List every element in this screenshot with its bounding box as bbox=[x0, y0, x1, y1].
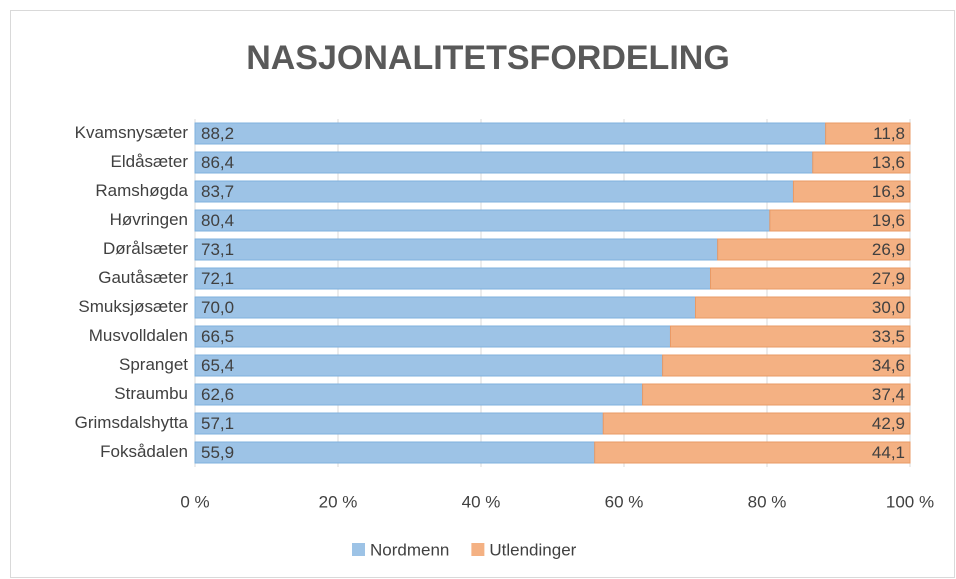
data-label: 80,4 bbox=[201, 211, 234, 230]
bar-segment bbox=[695, 296, 911, 319]
y-tick-label: Eldåsæter bbox=[111, 152, 189, 171]
data-label: 72,1 bbox=[201, 269, 234, 288]
legend-swatch bbox=[352, 543, 365, 556]
chart-title: NASJONALITETSFORDELING bbox=[246, 39, 730, 77]
bar-segment bbox=[825, 122, 911, 145]
data-label: 62,6 bbox=[201, 385, 234, 404]
bar-segment bbox=[669, 325, 911, 348]
chart-frame bbox=[10, 10, 955, 578]
y-tick-label: Dørålsæter bbox=[103, 239, 188, 258]
data-label: 73,1 bbox=[201, 240, 234, 259]
x-tick-label: 0 % bbox=[180, 492, 209, 511]
bar-segment bbox=[194, 180, 794, 203]
bar-segment bbox=[194, 267, 712, 290]
bar-segment bbox=[642, 383, 911, 406]
y-tick-label: Høvringen bbox=[110, 210, 188, 229]
bar-segment bbox=[792, 180, 911, 203]
y-tick-label: Musvolldalen bbox=[89, 326, 188, 345]
x-tick-label: 100 % bbox=[886, 492, 934, 511]
data-label: 30,0 bbox=[872, 298, 905, 317]
data-label: 65,4 bbox=[201, 356, 234, 375]
bar-segment bbox=[194, 383, 644, 406]
data-label: 19,6 bbox=[872, 211, 905, 230]
data-label: 13,6 bbox=[872, 153, 905, 172]
bar-segment bbox=[710, 267, 911, 290]
data-label: 16,3 bbox=[872, 182, 905, 201]
y-tick-label: Kvamsnysæter bbox=[75, 123, 189, 142]
bar-segment bbox=[194, 325, 671, 348]
data-label: 83,7 bbox=[201, 182, 234, 201]
data-label: 11,8 bbox=[873, 124, 905, 143]
legend-label: Utlendinger bbox=[489, 540, 576, 559]
bar-segment bbox=[194, 412, 604, 435]
bar-segment bbox=[194, 296, 696, 319]
x-tick-label: 20 % bbox=[319, 492, 358, 511]
x-tick-label: 60 % bbox=[605, 492, 644, 511]
y-tick-label: Spranget bbox=[119, 355, 188, 374]
data-label: 33,5 bbox=[872, 327, 905, 346]
data-label: 34,6 bbox=[872, 356, 905, 375]
bar-segment bbox=[194, 441, 596, 464]
data-label: 88,2 bbox=[201, 124, 234, 143]
bar-segment bbox=[602, 412, 911, 435]
y-tick-label: Grimsdalshytta bbox=[75, 413, 189, 432]
bar-segment bbox=[812, 151, 911, 174]
legend-label: Nordmenn bbox=[370, 540, 449, 559]
bar-segment bbox=[594, 441, 911, 464]
bar-segment bbox=[194, 354, 664, 377]
x-tick-label: 40 % bbox=[462, 492, 501, 511]
bar-segment bbox=[194, 238, 719, 261]
bar-segment bbox=[662, 354, 911, 377]
data-label: 57,1 bbox=[201, 414, 234, 433]
data-label: 37,4 bbox=[872, 385, 905, 404]
y-tick-label: Ramshøgda bbox=[95, 181, 188, 200]
data-label: 44,1 bbox=[872, 443, 905, 462]
bar-segment bbox=[194, 209, 771, 232]
y-tick-label: Gautåsæter bbox=[98, 268, 188, 287]
bar-segment bbox=[717, 238, 911, 261]
data-label: 27,9 bbox=[872, 269, 905, 288]
y-tick-label: Straumbu bbox=[114, 384, 188, 403]
bar-segment bbox=[769, 209, 911, 232]
y-tick-label: Foksådalen bbox=[100, 442, 188, 461]
data-label: 26,9 bbox=[872, 240, 905, 259]
bar-segment bbox=[194, 151, 814, 174]
data-label: 66,5 bbox=[201, 327, 234, 346]
y-tick-label: Smuksjøsæter bbox=[78, 297, 188, 316]
data-label: 86,4 bbox=[201, 153, 234, 172]
bar-segment bbox=[194, 122, 827, 145]
data-label: 42,9 bbox=[872, 414, 905, 433]
data-label: 70,0 bbox=[201, 298, 234, 317]
legend-swatch bbox=[471, 543, 485, 556]
x-tick-label: 80 % bbox=[748, 492, 787, 511]
data-label: 55,9 bbox=[201, 443, 234, 462]
